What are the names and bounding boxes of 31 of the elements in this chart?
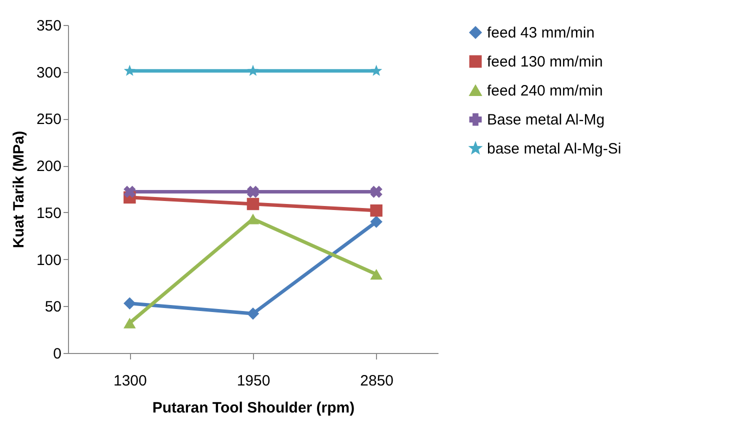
y-axis-title: Kuat Tarik (MPa) — [10, 130, 28, 248]
point — [370, 268, 382, 280]
legend-label: Base metal Al-Mg — [487, 112, 605, 128]
y-tick-label: 100 — [36, 252, 62, 269]
x-tick-label: 1950 — [236, 372, 270, 390]
legend-label: feed 240 mm/min — [487, 82, 603, 100]
x-axis-title: Putaran Tool Shoulder (rpm) — [152, 400, 355, 416]
y-tick-label: 250 — [36, 111, 62, 128]
y-tick-label: 200 — [36, 158, 62, 176]
point — [370, 216, 382, 228]
y-tick-label: 150 — [36, 204, 62, 222]
y-tick-label: 50 — [44, 298, 62, 316]
y-tick-label: 0 — [53, 346, 62, 362]
y-tick-label: 300 — [36, 64, 62, 82]
point — [124, 318, 136, 328]
point — [124, 186, 136, 198]
point — [124, 64, 136, 76]
legend-label: feed 43 mm/min — [487, 24, 595, 42]
point — [370, 64, 382, 76]
point — [246, 308, 260, 320]
legend-label: base metal Al-Mg-Si — [487, 140, 622, 158]
point — [370, 186, 382, 198]
legend-label: feed 130 mm/min — [487, 54, 603, 70]
point — [247, 64, 259, 76]
x-tick-label: 2850 — [360, 372, 394, 390]
y-tick-label: 350 — [36, 18, 62, 34]
point — [124, 297, 136, 310]
x-tick-label: 1300 — [113, 372, 147, 390]
point — [246, 186, 260, 198]
point — [246, 198, 260, 210]
point — [370, 204, 382, 217]
